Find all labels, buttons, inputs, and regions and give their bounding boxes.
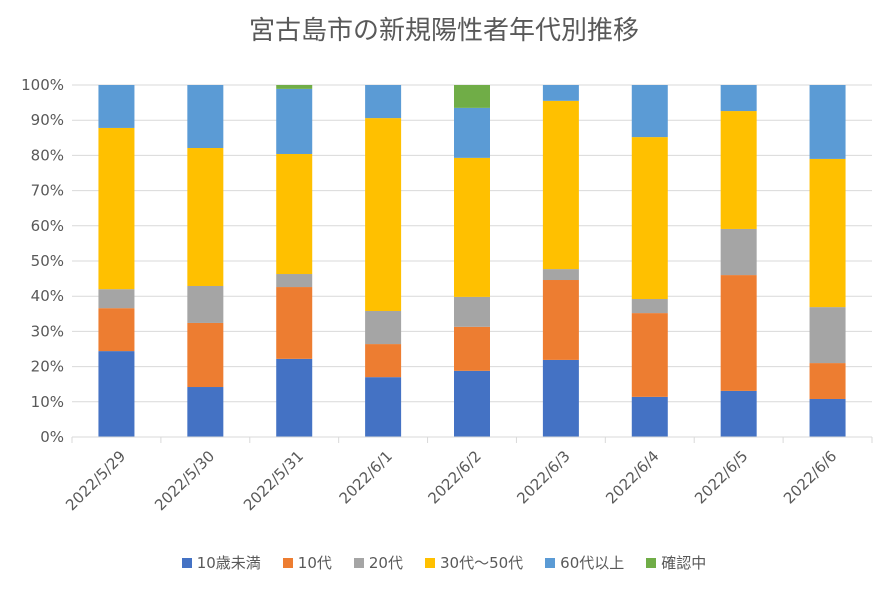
bar-segment-0-8 <box>809 398 846 437</box>
bar-segment-3-6 <box>631 137 668 300</box>
bar-segment-1-7 <box>720 275 757 391</box>
legend-item: 60代以上 <box>545 552 624 573</box>
legend-item: 確認中 <box>646 552 706 573</box>
legend-label: 20代 <box>368 554 403 572</box>
y-tick-label: 20% <box>31 358 64 376</box>
y-tick-label: 80% <box>31 146 64 164</box>
bar-segment-3-5 <box>542 100 579 270</box>
bar-segment-0-6 <box>631 396 668 437</box>
legend-label: 30代～50代 <box>439 554 524 572</box>
legend-label: 60代以上 <box>560 554 625 572</box>
bar-segment-4-5 <box>542 85 579 101</box>
legend-swatch <box>646 557 657 568</box>
bar-segment-2-6 <box>631 299 668 314</box>
bar-segment-3-3 <box>365 118 402 311</box>
bar-segment-4-0 <box>98 85 135 128</box>
legend: 10歳未満 10代 20代 30代～50代 60代以上 確認中 <box>0 552 888 573</box>
bar-segment-1-6 <box>631 313 668 397</box>
bar-segment-1-4 <box>454 326 490 371</box>
bar-segment-2-7 <box>720 228 757 276</box>
bar-segment-2-1 <box>187 285 224 323</box>
y-tick-label: 50% <box>31 252 64 270</box>
legend-label: 10歳未満 <box>196 554 261 572</box>
legend-swatch <box>424 557 435 568</box>
bar-segment-2-4 <box>454 296 490 327</box>
bar-segment-1-3 <box>365 344 402 378</box>
legend-swatch <box>181 557 192 568</box>
bar-segment-3-7 <box>720 111 757 229</box>
x-tick-label: 2022/6/4 <box>602 447 662 507</box>
bar-segment-0-2 <box>276 358 313 437</box>
bar-segment-4-2 <box>276 88 313 154</box>
x-tick-label: 2022/5/29 <box>62 447 129 514</box>
bar-segment-5-2 <box>276 85 313 89</box>
y-tick-label: 70% <box>31 182 64 200</box>
bar-segment-4-6 <box>631 85 668 138</box>
bar-segment-1-5 <box>542 280 579 360</box>
y-tick-label: 100% <box>21 76 64 94</box>
y-tick-label: 10% <box>31 393 64 411</box>
bar-segment-1-0 <box>98 308 135 352</box>
y-tick-label: 60% <box>31 217 64 235</box>
legend-swatch <box>545 557 556 568</box>
bar-segment-4-7 <box>720 85 757 112</box>
legend-swatch <box>282 557 293 568</box>
y-tick-label: 0% <box>40 428 64 446</box>
bar-segment-0-1 <box>187 387 224 437</box>
legend-label: 確認中 <box>661 554 707 572</box>
y-tick-label: 90% <box>31 111 64 129</box>
bar-segment-3-8 <box>809 158 846 308</box>
bar-segment-3-0 <box>98 127 135 290</box>
bar-segment-2-8 <box>809 307 846 364</box>
bar-segment-1-1 <box>187 322 224 388</box>
bar-segment-0-3 <box>365 377 402 437</box>
bar-segment-3-4 <box>454 157 490 297</box>
chart-title: 宮古島市の新規陽性者年代別推移 <box>248 16 639 46</box>
bar-segment-1-8 <box>809 363 846 399</box>
bar-segment-0-5 <box>542 359 579 437</box>
bar-segment-4-1 <box>187 85 224 149</box>
x-tick-label: 2022/6/2 <box>424 447 484 507</box>
y-tick-label: 40% <box>31 287 64 305</box>
bar-segment-0-7 <box>720 390 757 437</box>
bar-segment-2-5 <box>542 269 579 281</box>
y-tick-label: 30% <box>31 322 64 340</box>
x-tick-label: 2022/5/31 <box>240 447 307 514</box>
bar-segment-5-4 <box>454 85 490 108</box>
bar-segment-1-2 <box>276 287 313 359</box>
x-tick-label: 2022/5/30 <box>151 447 218 514</box>
bar-segment-2-3 <box>365 310 402 345</box>
bar-segment-3-2 <box>276 153 313 275</box>
legend-item: 10歳未満 <box>181 552 261 573</box>
bar-segment-4-3 <box>365 85 402 119</box>
legend-item: 30代～50代 <box>424 552 524 573</box>
x-tick-label: 2022/6/3 <box>513 447 573 507</box>
bar-segment-0-0 <box>98 351 135 437</box>
legend-item: 10代 <box>282 552 332 573</box>
bar-segment-2-2 <box>276 274 313 288</box>
x-tick-label: 2022/6/5 <box>691 447 751 507</box>
bar-segment-4-4 <box>454 107 490 158</box>
bar-segment-2-0 <box>98 289 135 309</box>
bar-segment-4-8 <box>809 85 846 159</box>
x-tick-label: 2022/6/1 <box>336 447 396 507</box>
bar-segment-0-4 <box>454 370 490 437</box>
legend-item: 20代 <box>353 552 403 573</box>
legend-swatch <box>353 557 364 568</box>
bar-segment-3-1 <box>187 148 224 286</box>
x-tick-label: 2022/6/6 <box>780 447 840 507</box>
legend-label: 10代 <box>297 554 332 572</box>
